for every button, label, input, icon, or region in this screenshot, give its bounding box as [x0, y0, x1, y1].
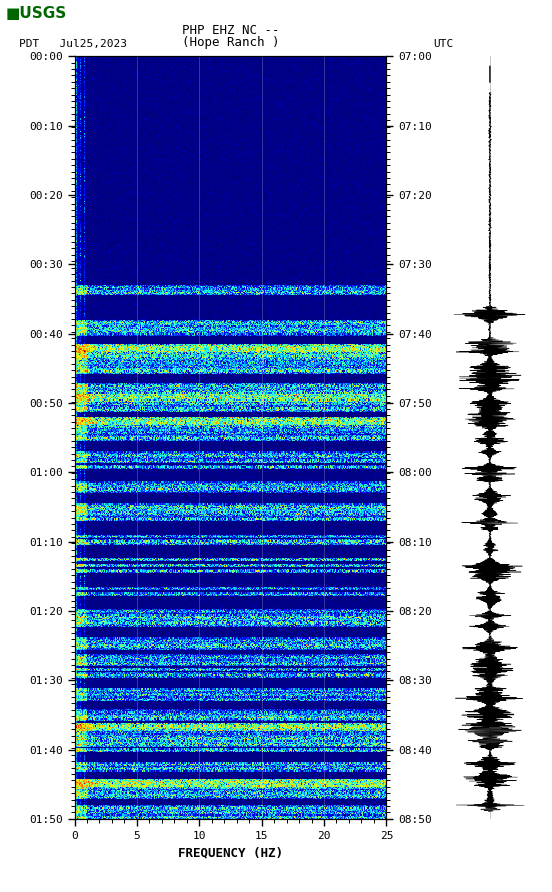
Text: (Hope Ranch ): (Hope Ranch ): [182, 36, 279, 49]
Text: ■USGS: ■USGS: [6, 6, 67, 21]
Text: PDT   Jul25,2023: PDT Jul25,2023: [19, 39, 128, 49]
Text: PHP EHZ NC --: PHP EHZ NC --: [182, 24, 279, 37]
X-axis label: FREQUENCY (HZ): FREQUENCY (HZ): [178, 847, 283, 859]
Text: UTC: UTC: [433, 39, 454, 49]
